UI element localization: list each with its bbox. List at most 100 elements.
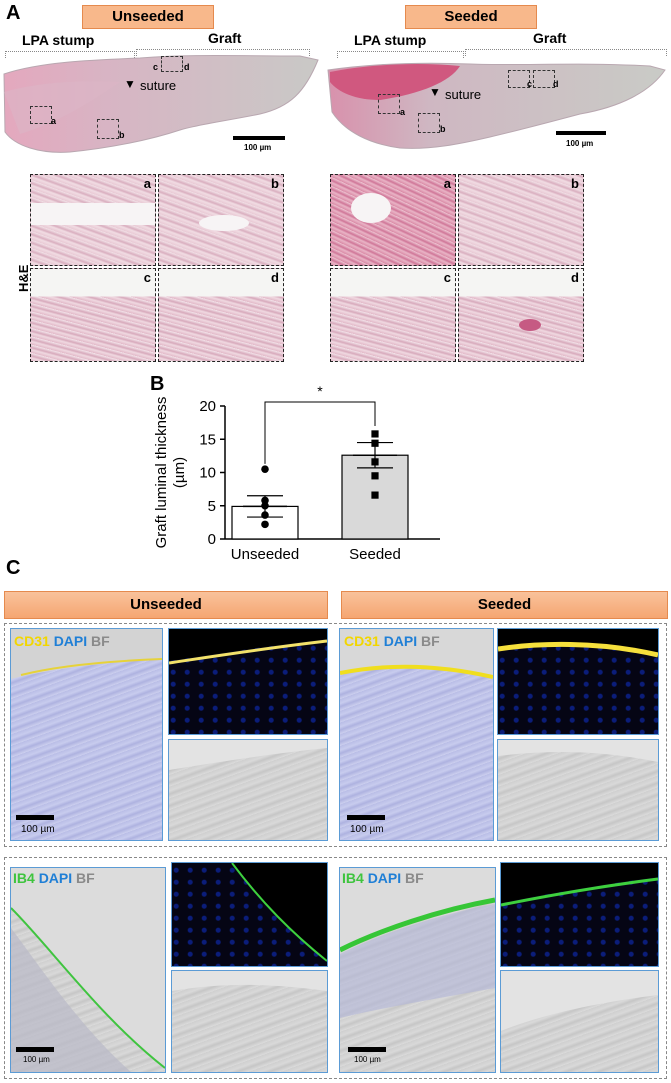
ib4-dapi-text: DAPI bbox=[38, 870, 73, 886]
y-axis-label: Graft luminal thickness(µm) bbox=[153, 397, 188, 549]
scale-bar-ib4-unseeded bbox=[16, 1047, 54, 1052]
box-c-letter-unseeded: c bbox=[153, 62, 159, 72]
ib4-fluor-unseeded bbox=[171, 862, 328, 967]
scale-bar-ib4-seeded bbox=[348, 1047, 386, 1052]
panel-b-letter: B bbox=[150, 373, 165, 395]
box-d-seeded bbox=[533, 70, 555, 88]
scale-bar-cd31-unseeded bbox=[16, 815, 54, 820]
thickness-chart: 0 5 10 15 20 Graft luminal thickness(µm) Unsee… bbox=[153, 385, 440, 563]
box-b-unseeded bbox=[97, 119, 119, 139]
panel-c-letter: C bbox=[6, 557, 21, 579]
ib4-bf-text: BF bbox=[76, 870, 95, 886]
scale-bar-cd31-seeded bbox=[347, 815, 385, 820]
cd31-text: CD31 bbox=[14, 633, 50, 649]
zoom-d-unseeded: d bbox=[158, 268, 284, 362]
cd31-legend-unseeded: CD31 DAPI BF bbox=[14, 633, 110, 649]
ib4-dapi-text-seeded: DAPI bbox=[367, 870, 402, 886]
ib4-frame bbox=[4, 857, 667, 1079]
zoom-c-unseeded: c bbox=[30, 268, 156, 362]
graft-bracket-unseeded bbox=[136, 49, 310, 56]
data-point bbox=[371, 430, 379, 438]
zoom-d-seeded: d bbox=[458, 268, 584, 362]
bf-text-seeded: BF bbox=[421, 633, 440, 649]
dapi-text: DAPI bbox=[53, 633, 88, 649]
data-point bbox=[371, 439, 379, 447]
data-point bbox=[371, 472, 379, 480]
cd31-merge-unseeded bbox=[10, 628, 163, 841]
box-b-letter-unseeded: b bbox=[119, 130, 125, 140]
scale-label-a-unseeded: 100 µm bbox=[244, 143, 272, 152]
scale-bar-a-seeded bbox=[556, 131, 606, 135]
zoom-b-unseeded: b bbox=[158, 174, 284, 266]
scale-label-ib4-unseeded: 100 µm bbox=[23, 1055, 50, 1064]
box-c-seeded bbox=[508, 70, 530, 88]
data-point bbox=[261, 520, 269, 529]
seeded-header-a: Seeded bbox=[405, 5, 537, 29]
box-b-seeded bbox=[418, 113, 440, 133]
y-tick-label: 15 bbox=[199, 431, 216, 448]
y-tick-label: 20 bbox=[199, 398, 216, 415]
cd31-fluor-unseeded bbox=[168, 628, 328, 735]
panel-a-letter: A bbox=[6, 2, 21, 24]
cd31-merge-seeded bbox=[339, 628, 494, 841]
dapi-text-seeded: DAPI bbox=[383, 633, 418, 649]
data-point bbox=[371, 491, 379, 499]
cd31-text-seeded: CD31 bbox=[344, 633, 380, 649]
scale-label-cd31-unseeded: 100 µm bbox=[21, 824, 55, 835]
ib4-text-seeded: IB4 bbox=[342, 870, 364, 886]
ib4-legend-unseeded: IB4 DAPI BF bbox=[13, 870, 95, 886]
y-tick-label: 10 bbox=[199, 465, 216, 482]
suture-label-unseeded: suture bbox=[140, 78, 177, 93]
graft-bracket-seeded bbox=[465, 49, 667, 56]
data-point bbox=[261, 501, 269, 510]
ib4-bf-text-seeded: BF bbox=[405, 870, 424, 886]
stump-bracket-seeded bbox=[337, 51, 464, 58]
graft-label-seeded: Graft bbox=[533, 30, 567, 46]
box-a-letter-seeded: a bbox=[400, 107, 406, 117]
cd31-legend-seeded: CD31 DAPI BF bbox=[344, 633, 440, 649]
data-point bbox=[261, 511, 269, 519]
suture-label-seeded: suture bbox=[445, 87, 482, 102]
box-a-letter-unseeded: a bbox=[51, 116, 57, 126]
unseeded-header-a: Unseeded bbox=[82, 5, 214, 29]
box-b-letter-seeded: b bbox=[440, 124, 446, 134]
data-point bbox=[261, 465, 269, 473]
suture-arrow-seeded: ▼ bbox=[429, 85, 441, 99]
box-c-letter-seeded: c bbox=[527, 79, 533, 89]
tissue-section-unseeded bbox=[3, 55, 319, 153]
unseeded-header-c: Unseeded bbox=[4, 591, 328, 619]
scale-label-a-seeded: 100 µm bbox=[566, 139, 594, 148]
zoom-b-letter-unseeded: b bbox=[271, 176, 279, 191]
cd31-frame bbox=[4, 623, 667, 847]
data-point bbox=[371, 458, 379, 466]
ib4-text: IB4 bbox=[13, 870, 35, 886]
scale-bar-a-unseeded bbox=[233, 136, 285, 140]
data-point bbox=[261, 496, 269, 505]
zoom-b-seeded: b bbox=[458, 174, 584, 266]
significance-bracket bbox=[264, 401, 376, 464]
box-c-unseeded bbox=[161, 56, 183, 72]
lpa-stump-label-seeded: LPA stump bbox=[354, 32, 427, 48]
significance-star: * bbox=[317, 385, 323, 399]
box-d-letter-unseeded: d bbox=[184, 62, 190, 72]
ib4-fluor-seeded bbox=[500, 862, 659, 967]
suture-arrow-unseeded: ▼ bbox=[124, 77, 136, 91]
zoom-c-letter-seeded: c bbox=[443, 270, 451, 285]
zoom-d-letter-unseeded: d bbox=[271, 270, 279, 285]
box-a-unseeded bbox=[30, 106, 52, 124]
box-d-letter-seeded: d bbox=[553, 79, 559, 89]
lpa-stump-label-unseeded: LPA stump bbox=[22, 32, 95, 48]
seeded-header-c: Seeded bbox=[341, 591, 668, 619]
stump-bracket-unseeded bbox=[5, 51, 135, 58]
cd31-bf-unseeded bbox=[168, 739, 328, 841]
y-tick-label: 5 bbox=[208, 498, 216, 515]
zoom-c-letter-unseeded: c bbox=[143, 270, 151, 285]
y-tick-label: 0 bbox=[208, 531, 216, 548]
box-a-seeded bbox=[378, 94, 400, 114]
ib4-bf-unseeded bbox=[171, 970, 328, 1073]
x-tick-label: Unseeded bbox=[231, 546, 299, 563]
bf-text: BF bbox=[91, 633, 110, 649]
scale-label-ib4-seeded: 100 µm bbox=[354, 1055, 381, 1064]
ib4-bf-seeded bbox=[500, 970, 659, 1073]
tissue-section-seeded bbox=[327, 62, 666, 149]
